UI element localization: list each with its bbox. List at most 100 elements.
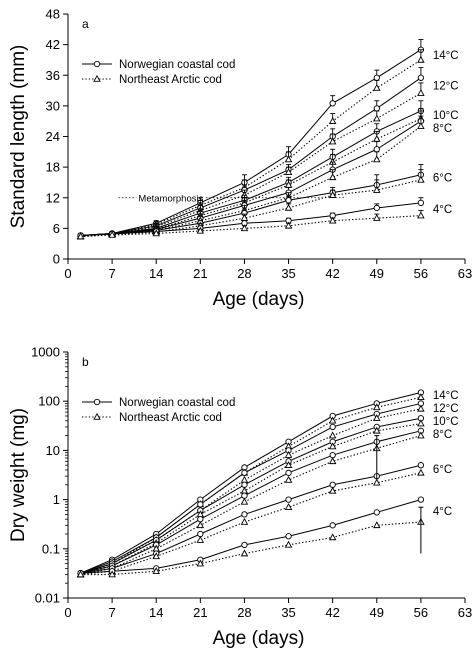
series-line-6c-arctic [80, 472, 422, 576]
x-tick-label: 49 [370, 605, 384, 620]
x-tick-label: 49 [370, 266, 384, 281]
data-point-4c-arctic [196, 226, 205, 234]
temperature-label-14c: 14°C [433, 390, 459, 402]
x-tick-label: 21 [193, 266, 207, 281]
panel-a-length-chart: 0 7 14 21 28 35 42 49 56 63 0 6 12 18 24 30 36 42 48 Age (d… [8, 7, 472, 311]
y-axis-title: Dry weight (mg) [8, 408, 29, 542]
data-point-4c-arctic [417, 211, 425, 219]
temperature-label-6c: 6°C [433, 172, 452, 184]
data-point-12c-arctic [417, 404, 425, 412]
data-point-4c-arctic [196, 559, 205, 567]
x-tick-label: 21 [193, 605, 207, 620]
data-point-14c-coastal [329, 100, 336, 107]
temperature-label-14c: 14°C [433, 50, 459, 62]
data-point-12c-arctic [328, 137, 337, 145]
data-point-14c-arctic [417, 393, 425, 401]
data-point-8c-coastal [197, 516, 204, 523]
data-point-6c-arctic [417, 468, 425, 476]
series-line-8c-arctic [80, 125, 422, 238]
x-tick-label: 7 [108, 266, 115, 281]
data-point-6c-arctic [196, 535, 205, 543]
x-tick-label: 42 [325, 605, 339, 620]
temperature-label-10c: 10°C [433, 416, 459, 428]
metamorphosis-label: Metamorphosis [138, 193, 203, 204]
data-point-4c-arctic [108, 570, 116, 578]
data-point-4c-arctic [328, 533, 337, 541]
data-point-14c-arctic [328, 117, 337, 124]
y-tick-label: 18 [46, 160, 60, 175]
data-point-6c-arctic [373, 478, 381, 486]
data-point-12c-coastal [241, 469, 248, 476]
data-point-6c-arctic [373, 185, 381, 193]
legend-marker-circle [93, 60, 101, 68]
x-tick-label: 35 [281, 266, 295, 281]
data-point-4c-arctic [373, 521, 381, 529]
data-point-4c-arctic [108, 230, 116, 238]
series-line-12c-arctic [80, 92, 422, 238]
data-point-8c-arctic [328, 173, 337, 181]
x-axis-title: Age (days) [213, 289, 305, 310]
data-point-4c-coastal [373, 204, 380, 212]
data-point-10c-coastal [241, 481, 248, 488]
legend-label-norwegian-coastal-cod: Norwegian coastal cod [119, 397, 235, 409]
series-line-12c-coastal [80, 77, 422, 237]
data-point-12c-arctic [373, 414, 381, 422]
series-line-14c-arctic [80, 59, 422, 238]
y-tick-label: 48 [46, 7, 60, 22]
y-tick-label: 36 [46, 68, 60, 83]
x-tick-label: 28 [237, 605, 251, 620]
data-point-6c-coastal [417, 462, 425, 469]
data-point-12c-arctic [417, 88, 425, 96]
x-tick-label: 63 [458, 605, 472, 620]
series-line-6c-coastal [80, 174, 422, 237]
legend-marker-triangle [93, 74, 101, 82]
series-line-8c-coastal [80, 430, 422, 574]
legend-marker-triangle [93, 412, 101, 420]
legend-label-northeast-arctic-cod: Northeast Arctic cod [119, 412, 222, 424]
temperature-label-8c: 8°C [433, 123, 452, 135]
temperature-label-12c: 12°C [433, 403, 459, 415]
temperature-label-4c: 4°C [433, 506, 452, 518]
series-line-12c-arctic [80, 408, 422, 576]
data-point-8c-coastal [241, 492, 248, 499]
data-point-14c-arctic [417, 55, 425, 63]
data-point-14c-arctic [373, 403, 381, 411]
data-point-4c-coastal [285, 533, 292, 540]
data-point-8c-coastal [285, 469, 292, 476]
data-point-8c-coastal [329, 452, 336, 459]
data-point-8c-coastal [373, 146, 380, 153]
data-point-14c-arctic [328, 416, 337, 424]
y-tick-label: 1 [53, 492, 60, 507]
data-point-12c-arctic [284, 451, 293, 458]
y-tick-label: 0.01 [35, 591, 60, 606]
y-tick-label: 1000 [31, 345, 60, 360]
data-point-6c-coastal [285, 496, 292, 503]
legend-label-norwegian-coastal-cod: Norwegian coastal cod [119, 59, 235, 71]
data-point-12c-coastal [373, 105, 380, 112]
x-tick-label: 14 [149, 605, 163, 620]
y-tick-label: 0.1 [42, 541, 60, 556]
y-axis-title: Standard length (mm) [8, 45, 29, 229]
data-point-12c-arctic [240, 475, 249, 483]
data-point-4c-coastal [417, 496, 425, 503]
data-point-14c-coastal [373, 74, 380, 81]
data-point-4c-arctic [284, 221, 293, 229]
data-point-6c-arctic [152, 552, 160, 560]
data-point-4c-arctic [152, 567, 160, 574]
legend-marker-circle [93, 398, 101, 406]
y-tick-label: 42 [46, 37, 60, 52]
data-point-6c-coastal [197, 530, 204, 538]
data-point-6c-arctic [284, 503, 293, 510]
data-point-14c-arctic [284, 155, 293, 163]
x-tick-label: 0 [64, 266, 71, 281]
data-point-4c-coastal [329, 522, 336, 529]
temperature-label-4c: 4°C [433, 204, 452, 216]
x-tick-label: 56 [414, 605, 428, 620]
panel-letter: a [82, 17, 89, 31]
temperature-label-12c: 12°C [433, 80, 459, 92]
data-point-4c-arctic [373, 214, 381, 221]
data-point-6c-arctic [328, 191, 337, 198]
data-point-6c-coastal [285, 197, 292, 204]
y-tick-label: 12 [46, 190, 60, 205]
x-tick-label: 14 [149, 266, 163, 281]
